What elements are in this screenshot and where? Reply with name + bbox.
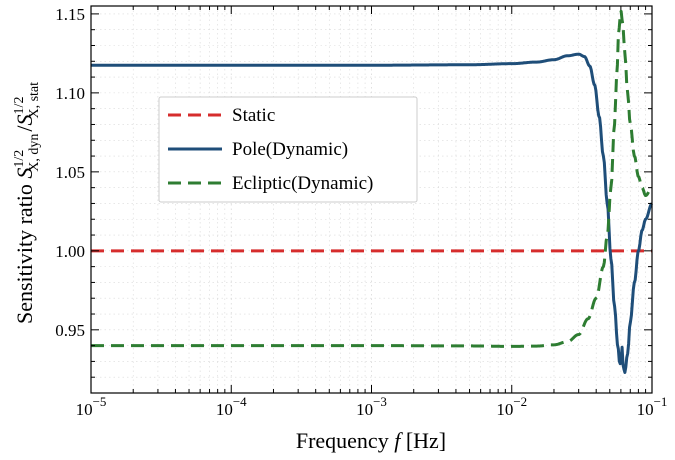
series-line-1 (90, 52, 653, 374)
y-tick-label: 1.05 (55, 163, 85, 182)
x-tick-label: 10−3 (356, 394, 387, 419)
axis-tick-labels: 10−5 10−4 10−3 10−2 10−1 0.95 1.00 1.05 1.10 1.15 (55, 5, 667, 419)
axis-ticks (90, 6, 653, 394)
legend-label-static: Static (232, 105, 275, 126)
legend: Static Pole(Dynamic) Ecliptic(Dynamic) (158, 96, 418, 203)
y-tick-label: 1.15 (55, 5, 85, 24)
plot-series (90, 9, 653, 374)
y-axis-title: Sensitivity ratio S1/2X, dyn/S1/2X, stat (12, 82, 42, 324)
x-tick-label: 10−1 (637, 394, 668, 419)
x-axis-title: Frequency f [Hz] (296, 428, 446, 453)
x-tick-label: 10−4 (216, 394, 247, 419)
legend-box (158, 96, 418, 203)
legend-label-ecliptic: Ecliptic(Dynamic) (232, 173, 373, 194)
y-tick-label: 0.95 (55, 321, 85, 340)
series-line-2 (90, 9, 653, 348)
x-tick-label: 10−2 (496, 394, 527, 419)
y-tick-label: 1.00 (55, 242, 85, 261)
y-tick-label: 1.10 (55, 84, 85, 103)
x-tick-label: 10−5 (76, 394, 107, 419)
legend-label-pole: Pole(Dynamic) (232, 139, 348, 160)
